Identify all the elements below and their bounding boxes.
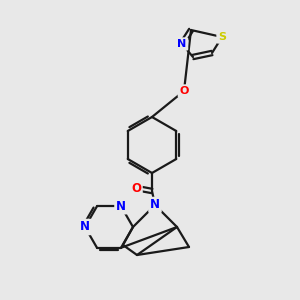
Text: O: O bbox=[131, 182, 141, 194]
Text: S: S bbox=[218, 32, 226, 42]
Text: N: N bbox=[116, 200, 126, 213]
Text: N: N bbox=[177, 39, 187, 49]
Text: O: O bbox=[179, 86, 189, 96]
Text: N: N bbox=[80, 220, 90, 233]
Text: N: N bbox=[150, 199, 160, 212]
